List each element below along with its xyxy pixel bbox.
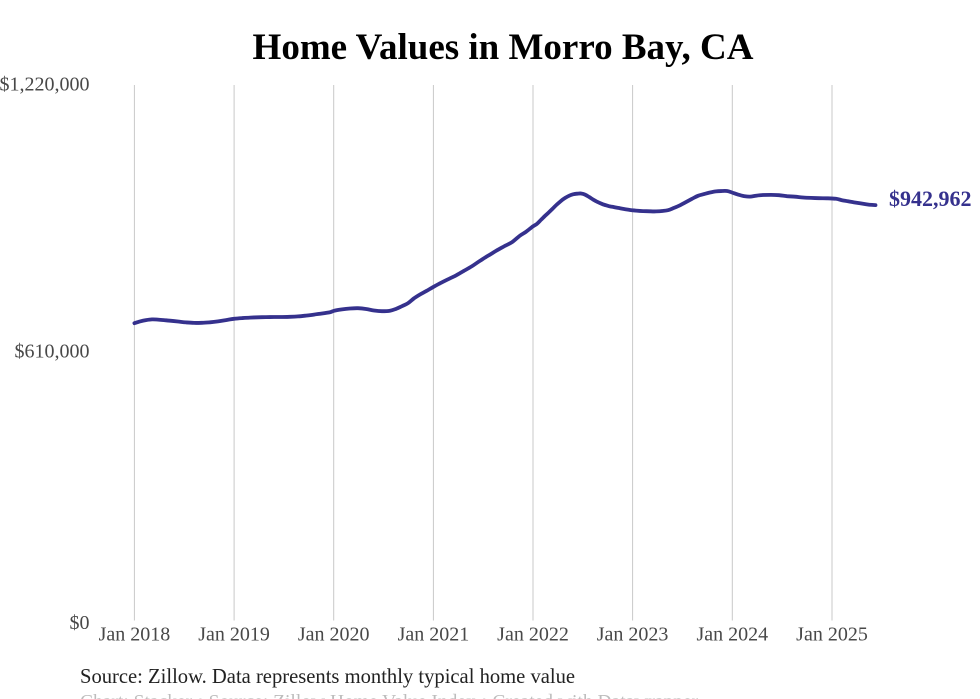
svg-text:Jan 2023: Jan 2023 bbox=[597, 624, 669, 646]
svg-text:$942,962: $942,962 bbox=[889, 186, 972, 211]
svg-text:$0: $0 bbox=[70, 612, 90, 634]
svg-text:Jan 2022: Jan 2022 bbox=[497, 624, 569, 646]
svg-text:Jan 2025: Jan 2025 bbox=[796, 624, 868, 646]
svg-text:Source: Zillow. Data represent: Source: Zillow. Data represents monthly … bbox=[80, 666, 575, 688]
svg-text:Jan 2019: Jan 2019 bbox=[198, 624, 270, 646]
svg-text:$1,220,000: $1,220,000 bbox=[0, 74, 90, 96]
svg-text:$610,000: $610,000 bbox=[15, 341, 90, 363]
svg-text:Chart: Stacker • Source: Zillo: Chart: Stacker • Source: Zillow Home Val… bbox=[80, 692, 699, 699]
svg-text:Jan 2024: Jan 2024 bbox=[696, 624, 768, 646]
svg-text:Home Values in Morro Bay, CA: Home Values in Morro Bay, CA bbox=[253, 27, 754, 68]
svg-text:Jan 2021: Jan 2021 bbox=[398, 624, 470, 646]
svg-text:Jan 2020: Jan 2020 bbox=[298, 624, 370, 646]
svg-text:Jan 2018: Jan 2018 bbox=[99, 624, 171, 646]
